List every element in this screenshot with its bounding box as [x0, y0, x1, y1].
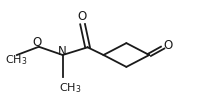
- Text: CH$_3$: CH$_3$: [5, 54, 27, 67]
- Text: N: N: [58, 45, 67, 58]
- Text: O: O: [32, 36, 41, 49]
- Text: O: O: [163, 39, 172, 52]
- Text: O: O: [77, 10, 86, 23]
- Text: CH$_3$: CH$_3$: [59, 81, 82, 95]
